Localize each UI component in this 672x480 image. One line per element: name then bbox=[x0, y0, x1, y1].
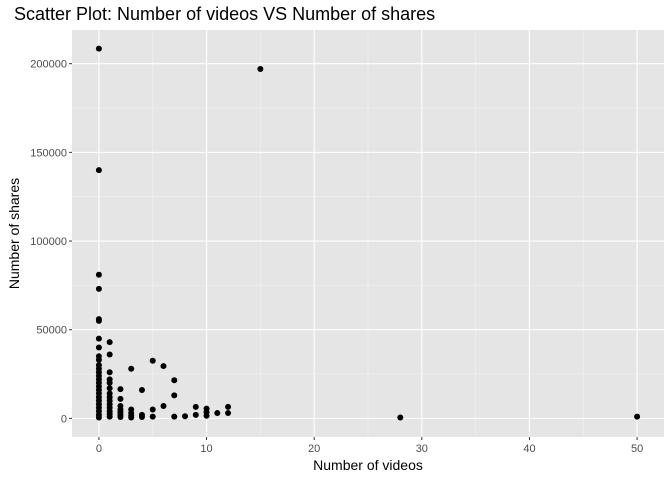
data-point bbox=[95, 285, 102, 292]
data-point bbox=[182, 413, 189, 420]
data-point bbox=[95, 167, 102, 174]
data-point bbox=[149, 413, 156, 420]
data-point bbox=[160, 363, 167, 370]
x-tick-label: 20 bbox=[308, 443, 320, 455]
data-point bbox=[106, 369, 113, 376]
data-point bbox=[95, 356, 102, 363]
data-point bbox=[95, 271, 102, 278]
data-point bbox=[117, 395, 124, 402]
data-point bbox=[106, 351, 113, 358]
data-point bbox=[397, 414, 404, 421]
data-point bbox=[106, 379, 113, 386]
data-point bbox=[138, 387, 145, 394]
data-point bbox=[106, 385, 113, 392]
chart-title: Scatter Plot: Number of videos VS Number… bbox=[14, 4, 435, 24]
data-point bbox=[128, 365, 135, 372]
data-point bbox=[149, 357, 156, 364]
data-point bbox=[214, 410, 221, 417]
data-point bbox=[203, 412, 210, 419]
data-point bbox=[149, 406, 156, 413]
y-tick-label: 100000 bbox=[30, 236, 67, 248]
data-points bbox=[95, 45, 641, 421]
data-point bbox=[171, 377, 178, 384]
data-point bbox=[117, 413, 124, 420]
x-tick-label: 40 bbox=[523, 443, 535, 455]
data-point bbox=[160, 402, 167, 409]
data-point bbox=[95, 414, 102, 421]
data-point bbox=[171, 413, 178, 420]
y-tick-label: 0 bbox=[61, 413, 67, 425]
data-point bbox=[106, 339, 113, 346]
data-point bbox=[95, 45, 102, 52]
data-point bbox=[257, 66, 264, 73]
y-axis-title: Number of shares bbox=[6, 178, 22, 289]
data-point bbox=[171, 392, 178, 399]
y-tick-label: 50000 bbox=[36, 325, 67, 337]
data-point bbox=[192, 411, 199, 418]
x-axis-ticks: 0 10 20 30 40 50 bbox=[96, 437, 643, 455]
data-point bbox=[117, 386, 124, 393]
data-point bbox=[106, 413, 113, 420]
grid-lines bbox=[72, 30, 664, 437]
y-tick-label: 200000 bbox=[30, 59, 67, 71]
data-point bbox=[95, 317, 102, 324]
data-point bbox=[192, 403, 199, 410]
x-tick-label: 10 bbox=[200, 443, 212, 455]
data-point bbox=[138, 413, 145, 420]
y-axis-ticks: 0 50000 100000 150000 200000 bbox=[30, 59, 72, 425]
x-tick-label: 30 bbox=[416, 443, 428, 455]
x-tick-label: 0 bbox=[96, 443, 102, 455]
x-axis-title: Number of videos bbox=[313, 457, 423, 473]
data-point bbox=[225, 403, 232, 410]
y-tick-label: 150000 bbox=[30, 147, 67, 159]
data-point bbox=[95, 335, 102, 342]
data-point bbox=[95, 344, 102, 351]
data-point bbox=[634, 413, 641, 420]
data-point bbox=[225, 410, 232, 417]
data-point bbox=[128, 414, 135, 421]
x-tick-label: 50 bbox=[631, 443, 643, 455]
